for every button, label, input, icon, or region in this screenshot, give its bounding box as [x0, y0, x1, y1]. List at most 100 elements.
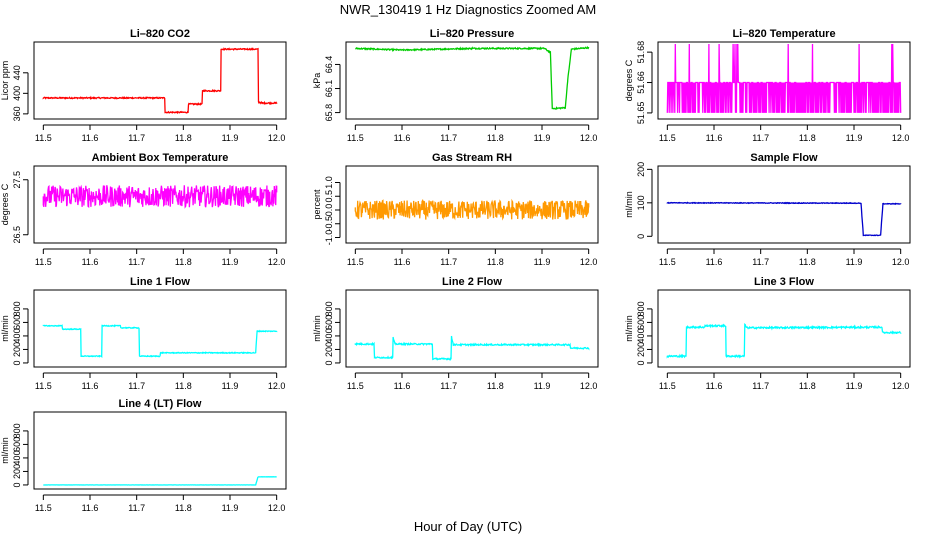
x-tick-label: 11.6	[394, 133, 411, 143]
y-tick-label: 440	[12, 65, 22, 80]
x-tick-label: 11.8	[175, 133, 192, 143]
x-tick-label: 11.5	[659, 381, 676, 391]
y-axis-label: percent	[312, 189, 322, 220]
y-tick-label: 360	[12, 106, 22, 121]
y-tick-label: 800	[324, 301, 334, 316]
y-axis-label: degrees C	[624, 59, 634, 101]
x-tick-label: 11.8	[175, 257, 192, 267]
y-tick-label: 800	[12, 423, 22, 438]
plot-frame	[345, 289, 599, 368]
x-tick-label: 12.0	[580, 257, 598, 267]
y-axis-label: ml/min	[624, 315, 634, 342]
y-tick-label: 600	[324, 315, 334, 330]
x-tick-label: 11.5	[659, 257, 676, 267]
y-axis-label: kPa	[312, 73, 322, 89]
y-tick-label: 400	[636, 328, 646, 343]
y-tick-label: 0.0	[324, 204, 334, 217]
x-tick-label: 11.7	[128, 503, 145, 513]
x-tick-label: 11.8	[799, 133, 816, 143]
panel-title: Gas Stream RH	[432, 152, 512, 164]
x-tick-label: 11.7	[752, 133, 769, 143]
panel-rh: Gas Stream RH 11.5 11.6 11.7 11.8 11.9 12.0 -1.…	[312, 152, 599, 267]
x-tick-label: 11.6	[706, 257, 723, 267]
panel-title: Li–820 CO2	[130, 28, 190, 40]
y-tick-label: 51.68	[636, 41, 646, 64]
x-tick-label: 11.8	[487, 381, 504, 391]
plot-frame	[345, 165, 599, 244]
y-tick-label: -1.0	[324, 230, 334, 246]
x-tick-label: 11.8	[799, 381, 816, 391]
x-tick-label: 12.0	[268, 381, 286, 391]
x-tick-label: 11.6	[706, 381, 723, 391]
y-tick-label: 600	[12, 315, 22, 330]
y-tick-label: 65.8	[324, 104, 334, 122]
y-tick-label: 800	[636, 301, 646, 316]
panel-co2: Li–820 CO2 11.5 11.6 11.7 11.8 11.9 12.0 360 400…	[0, 28, 287, 143]
y-axis-label: ml/min	[624, 191, 634, 218]
plot-frame	[657, 165, 911, 244]
panel-title: Line 3 Flow	[754, 276, 814, 288]
y-tick-label: 200	[12, 464, 22, 479]
x-tick-label: 11.8	[799, 257, 816, 267]
plot-frame	[33, 41, 287, 120]
x-tick-label: 11.5	[347, 257, 364, 267]
y-tick-label: 600	[12, 437, 22, 452]
y-tick-label: 0.5	[324, 190, 334, 203]
series-line-sample_flow	[666, 201, 902, 237]
y-tick-label: 66.4	[324, 56, 334, 74]
y-axis-label: ml/min	[0, 315, 10, 342]
y-tick-label: 1.0	[324, 176, 334, 189]
series-line-pressure	[355, 45, 590, 110]
y-tick-label: -0.5	[324, 216, 334, 232]
x-tick-label: 11.6	[394, 381, 411, 391]
panel-pressure: Li–820 Pressure 11.5 11.6 11.7 11.8 11.9 12.0 6…	[312, 28, 599, 143]
plot-frame	[657, 289, 911, 368]
y-tick-label: 200	[324, 342, 334, 357]
x-tick-label: 12.0	[892, 133, 910, 143]
panel-title: Line 2 Flow	[442, 276, 502, 288]
series-line-li820_temp	[666, 43, 902, 113]
panel-title: Sample Flow	[750, 152, 818, 164]
panel-title: Li–820 Pressure	[430, 28, 514, 40]
y-tick-label: 400	[324, 328, 334, 343]
series-line-line2	[354, 335, 590, 361]
series-line-line3	[666, 322, 902, 359]
panel-li820_temp: Li–820 Temperature 11.5 11.6 11.7 11.8 11.9 12…	[624, 28, 911, 143]
x-tick-label: 11.7	[440, 381, 457, 391]
x-tick-label: 11.9	[222, 257, 239, 267]
y-tick-label: 100	[636, 195, 646, 210]
y-tick-label: 800	[12, 301, 22, 316]
x-tick-label: 11.9	[846, 133, 863, 143]
plot-frame	[33, 165, 287, 244]
x-tick-label: 11.5	[35, 133, 52, 143]
y-tick-label: 600	[636, 315, 646, 330]
x-tick-label: 11.7	[440, 257, 457, 267]
x-tick-label: 11.6	[82, 257, 99, 267]
y-tick-label: 200	[12, 342, 22, 357]
x-tick-label: 11.7	[440, 133, 457, 143]
x-tick-label: 11.8	[487, 133, 504, 143]
panel-line1: Line 1 Flow 11.5 11.6 11.7 11.8 11.9 12.0 0 2004…	[0, 276, 287, 391]
x-tick-label: 11.9	[534, 257, 551, 267]
plot-frame	[345, 41, 599, 120]
x-tick-label: 11.7	[128, 257, 145, 267]
y-tick-label: 400	[12, 450, 22, 465]
y-tick-label: 0	[12, 482, 22, 487]
panel-line4: Line 4 (LT) Flow 11.5 11.6 11.7 11.8 11.9 12.0…	[0, 398, 287, 513]
panel-sample_flow: Sample Flow 11.5 11.6 11.7 11.8 11.9 12.0 0 100 2…	[624, 152, 911, 267]
y-tick-label: 0	[12, 360, 22, 365]
series-line-rh	[354, 198, 590, 221]
x-tick-label: 11.6	[82, 381, 99, 391]
y-tick-label: 0	[636, 234, 646, 239]
y-tick-label: 400	[12, 328, 22, 343]
y-tick-label: 0	[324, 360, 334, 365]
x-tick-label: 11.5	[35, 503, 52, 513]
x-tick-label: 12.0	[268, 257, 286, 267]
x-tick-label: 12.0	[580, 133, 598, 143]
x-tick-label: 11.8	[175, 381, 192, 391]
figure-xlabel: Hour of Day (UTC)	[414, 519, 522, 534]
x-tick-label: 11.9	[534, 381, 551, 391]
figure-title: NWR_130419 1 Hz Diagnostics Zoomed AM	[340, 2, 597, 17]
y-axis-label: ml/min	[0, 437, 10, 464]
panel-line3: Line 3 Flow 11.5 11.6 11.7 11.8 11.9 12.0 0 2004…	[624, 276, 911, 391]
